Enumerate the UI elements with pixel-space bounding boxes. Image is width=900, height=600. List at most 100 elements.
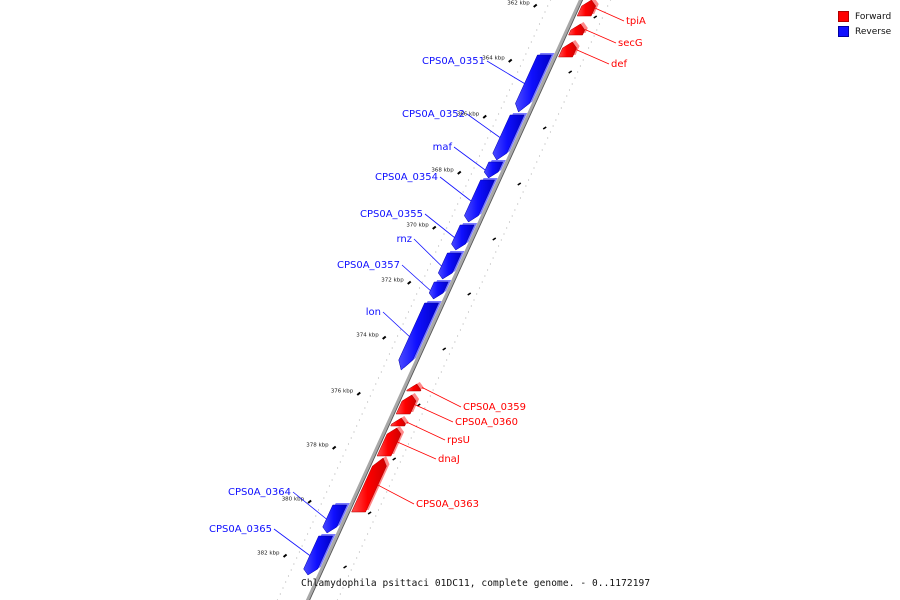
gene-label-maf[interactable]: maf [433,142,453,153]
genome-caption: Chlamydophila psittaci 01DC11, complete … [301,578,651,589]
gene-label-cps0a_0360[interactable]: CPS0A_0360 [455,417,518,428]
track-dot [413,299,415,301]
gene-cps0a_0351-feature[interactable] [515,53,555,113]
gene-cps0a_0355-feature[interactable] [451,223,478,251]
gene-label-dnaj[interactable]: dnaJ [438,454,460,465]
label-leader-line [466,113,501,138]
track-dot [388,353,390,355]
gene-def-feature[interactable] [558,40,580,58]
track-dot [432,389,434,391]
track-dot [282,587,284,589]
gene-label-cps0a_0364[interactable]: CPS0A_0364 [228,487,291,498]
track-dot [429,395,431,397]
tick-mark [407,280,412,285]
track-dot [285,581,287,583]
track-dot [607,5,609,7]
track-dot [402,455,404,457]
track-dot [383,497,385,499]
tick-mark [332,445,337,450]
gene-dnaj-feature[interactable] [376,426,405,457]
track-dot [279,593,281,595]
label-leader-line [584,29,617,44]
track-dot [541,17,543,19]
track-dot [440,371,442,373]
track-dot [462,191,464,193]
track-dot [377,377,380,379]
tick-mark-minor [392,457,397,461]
gene-label-cps0a_0352[interactable]: CPS0A_0352 [402,109,465,120]
track-dot [380,503,382,505]
gene-label-cps0a_0357[interactable]: CPS0A_0357 [337,260,400,271]
track-dot [484,275,486,277]
gene-arrow [303,535,334,576]
track-dot [410,305,412,307]
track-dot [536,29,538,31]
tick-mark-minor [367,511,372,515]
label-leader-line [292,491,327,520]
gene-tpia-feature[interactable] [576,0,599,17]
track-dot [388,485,390,487]
track-dot [590,41,592,43]
gene-secg-feature[interactable] [568,22,588,36]
gene-label-rpsu[interactable]: rpsU [447,435,470,446]
legend: Forward Reverse [838,9,891,39]
gene-cps0a_0359-feature[interactable] [406,382,425,392]
track-dot [588,47,590,49]
gene-label-cps0a_0354[interactable]: CPS0A_0354 [375,172,438,183]
tick-label: 362 kbp [507,1,530,7]
track-dot [446,359,448,361]
gene-rpsu-feature[interactable] [390,416,409,427]
label-leader-line [406,421,446,441]
tick-mark-minor [343,565,348,569]
track-dot [555,119,557,121]
tick-label: 380 kbp [282,497,305,503]
track-dot [342,455,344,457]
track-dot [383,365,385,367]
track-dot [437,377,440,379]
track-dot [476,293,478,295]
gene-label-def[interactable]: def [611,59,628,70]
track-dot [397,335,399,337]
track-dot [533,167,535,169]
track-dot [468,179,470,181]
gene-label-cps0a_0359[interactable]: CPS0A_0359 [463,402,526,413]
gene-label-cps0a_0351[interactable]: CPS0A_0351 [422,56,485,67]
gene-label-tpia[interactable]: tpiA [626,16,646,27]
track-dot [315,515,317,517]
gene-cps0a_0360-feature[interactable] [395,393,420,415]
track-dot [386,359,388,361]
gene-label-lon[interactable]: lon [366,307,381,318]
gene-arrow [437,252,462,280]
gene-cps0a_0352-feature[interactable] [492,113,528,161]
gene-arrow [576,0,597,17]
spacing-dots [276,0,612,600]
backbone [305,0,584,600]
track-dot [394,341,396,343]
label-leader-line [377,484,415,505]
track-dot [508,221,511,223]
gene-lon-feature[interactable] [398,301,442,371]
track-dot [577,71,579,73]
gene-cps0a_0364-feature[interactable] [322,503,350,534]
track-dot [517,203,519,205]
tick-label: 378 kbp [306,443,329,449]
tick-mark [508,58,513,63]
gene-rnz-feature[interactable] [437,251,465,280]
gene-label-secg[interactable]: secG [618,38,643,49]
gene-cps0a_0365-feature[interactable] [303,534,336,576]
track-dot [547,137,549,139]
track-dot [517,71,519,73]
tick-mark [356,391,361,396]
gene-maf-feature[interactable] [483,160,506,179]
gene-label-rnz[interactable]: rnz [396,234,412,245]
gene-label-cps0a_0365[interactable]: CPS0A_0365 [209,524,272,535]
gene-label-cps0a_0363[interactable]: CPS0A_0363 [416,499,479,510]
gene-cps0a_0354-feature[interactable] [464,178,498,223]
gene-cps0a_0363-feature[interactable] [351,456,390,513]
track-dot [563,101,565,103]
gene-cps0a_0357-feature[interactable] [428,280,452,300]
track-dot [345,449,347,451]
track-dot [301,545,303,547]
track-dot [438,245,440,247]
gene-label-cps0a_0355[interactable]: CPS0A_0355 [360,209,423,220]
